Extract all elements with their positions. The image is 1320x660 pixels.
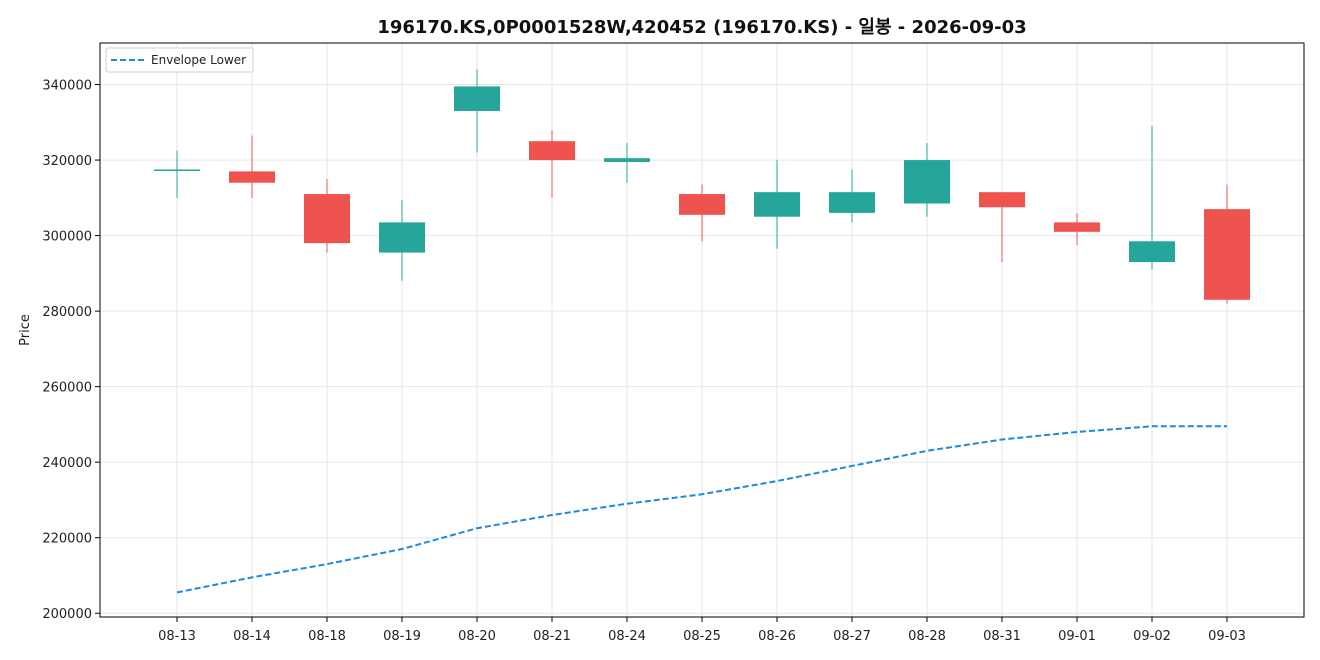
x-tick-label: 08-14 [233, 629, 271, 644]
y-tick-label: 260000 [42, 381, 92, 396]
x-tick-label: 08-20 [458, 629, 496, 644]
envelope-lower-series [176, 425, 1227, 594]
candle-body [454, 86, 500, 111]
legend: Envelope Lower [105, 47, 254, 73]
legend-label-envelope-lower: Envelope Lower [151, 53, 246, 67]
candle-body [304, 194, 350, 244]
x-tick-label: 08-26 [758, 629, 796, 644]
x-tick-label: 08-31 [983, 629, 1021, 644]
x-tick-label: 08-21 [533, 629, 571, 644]
y-tick-label: 220000 [42, 532, 92, 547]
candle-body [904, 160, 950, 204]
candle-body [1204, 209, 1250, 300]
legend-box [105, 47, 254, 73]
y-tick-label: 340000 [42, 79, 92, 94]
candle-body [154, 169, 200, 172]
candle-body [1129, 241, 1175, 263]
x-axis-ticks: 08-13 08-14 08-18 08-19 08-20 08-21 08-24 08-25… [158, 617, 1246, 644]
x-tick-label: 09-03 [1208, 629, 1246, 644]
envelope-lower-line [176, 425, 1227, 594]
candle-body [829, 192, 875, 213]
x-tick-label: 09-02 [1133, 629, 1171, 644]
candle-body [529, 141, 575, 161]
x-tick-label: 08-24 [608, 629, 646, 644]
y-tick-label: 300000 [42, 230, 92, 245]
y-tick-label: 200000 [42, 607, 92, 622]
candles [154, 69, 1250, 304]
candle-body [979, 192, 1025, 208]
x-tick-label: 08-13 [158, 629, 196, 644]
y-tick-label: 240000 [42, 456, 92, 471]
candle-body [1054, 222, 1100, 232]
x-tick-label: 09-01 [1058, 629, 1096, 644]
x-tick-label: 08-18 [308, 629, 346, 644]
chart-title: 196170.KS,0P0001528W,420452 (196170.KS) … [377, 17, 1026, 38]
x-tick-label: 08-28 [908, 629, 946, 644]
candle-body [679, 194, 725, 215]
y-axis-label: Price [18, 314, 33, 346]
grid-lines [100, 43, 1304, 617]
candle-body [604, 158, 650, 162]
x-tick-label: 08-25 [683, 629, 721, 644]
candle-body [379, 222, 425, 253]
x-tick-label: 08-19 [383, 629, 421, 644]
candle-body [754, 192, 800, 217]
candle-body [229, 171, 275, 183]
x-tick-label: 08-27 [833, 629, 871, 644]
y-axis-ticks: 200000 220000 240000 260000 280000 300000 3200… [42, 79, 100, 622]
y-tick-label: 280000 [42, 305, 92, 320]
y-tick-label: 320000 [42, 154, 92, 169]
